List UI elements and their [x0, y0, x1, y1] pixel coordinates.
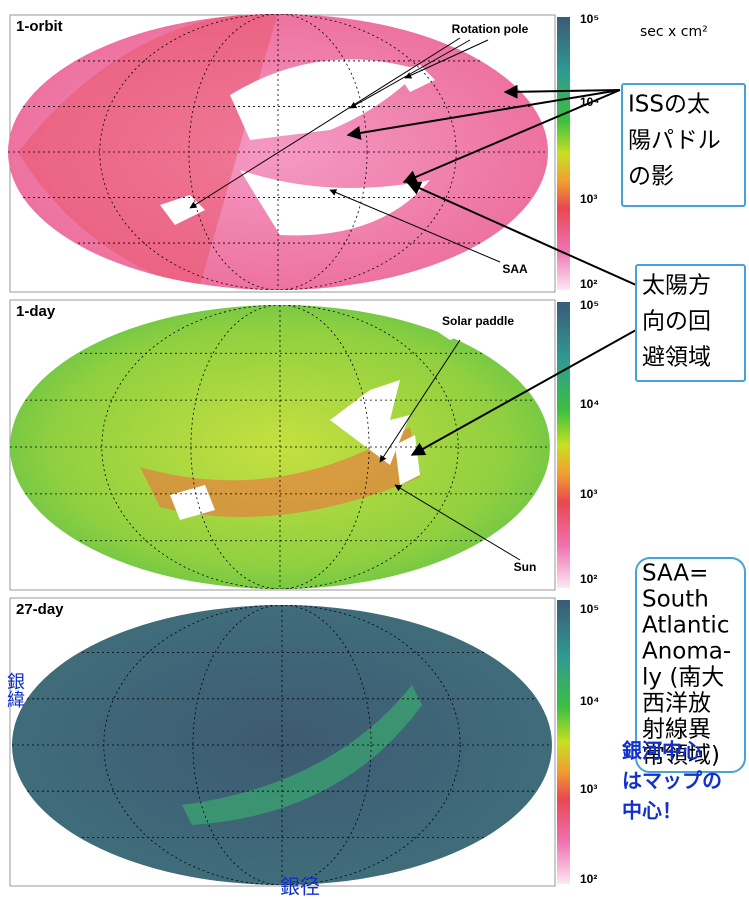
- exposure-region: [182, 685, 422, 825]
- meridian: [99, 14, 457, 290]
- map-annotation: Rotation pole: [452, 22, 529, 36]
- arrow: [406, 181, 637, 286]
- blank-region: [230, 59, 420, 141]
- map-annotation: Sun: [514, 560, 537, 574]
- callout-text: 西洋放: [642, 691, 711, 717]
- note-text: はマップの: [622, 769, 722, 793]
- callout-text: の影: [628, 164, 674, 190]
- y-axis-label: 銀緯: [4, 672, 25, 708]
- note-text: 中心！: [622, 799, 682, 823]
- arrow: [189, 37, 461, 209]
- callout-text: Atlantic: [642, 613, 729, 639]
- unit-label: sec x cm²: [640, 24, 708, 40]
- callout-text: 避領域: [642, 345, 711, 371]
- callout-text: ly (南大: [642, 665, 724, 691]
- callout-text: ISSの太: [628, 92, 710, 118]
- callout-text: 陽パドル: [628, 128, 721, 154]
- colorbar-tick-label: 10²: [580, 572, 597, 586]
- colorbar: [557, 600, 570, 884]
- exposure-region: [140, 427, 420, 517]
- meridian: [190, 305, 370, 589]
- callout-text: Anoma-: [642, 639, 731, 665]
- callout-text: SAA=: [642, 561, 708, 587]
- colorbar-tick-label: 10⁵: [580, 12, 599, 26]
- colorbar-tick-label: 10⁴: [580, 694, 599, 708]
- callout-box: [635, 264, 746, 382]
- panel-label: 1-day: [16, 303, 56, 320]
- arrow: [349, 39, 471, 109]
- callout-box: [635, 557, 746, 773]
- callout-text: 常領域): [642, 743, 720, 769]
- callout-text: 向の回: [642, 309, 711, 335]
- blank-region: [395, 65, 435, 92]
- arrow: [394, 484, 521, 561]
- blank-region: [330, 380, 410, 465]
- arrow: [329, 189, 501, 263]
- callout-text: 射線異: [642, 717, 711, 743]
- arrow: [503, 84, 621, 99]
- x-axis-label: 銀径: [280, 875, 320, 899]
- note-text: 銀河中心: [622, 739, 702, 763]
- arrow: [404, 39, 489, 79]
- colorbar-tick-label: 10²: [580, 277, 597, 291]
- panel-label: 1-orbit: [16, 18, 63, 35]
- panel-label: 27-day: [16, 601, 64, 618]
- arrow: [402, 89, 621, 184]
- colorbar-tick-label: 10³: [580, 192, 597, 206]
- callout-box: [621, 83, 746, 207]
- colorbar: [557, 17, 570, 290]
- colorbar-tick-label: 10⁴: [580, 397, 599, 411]
- map-content: [8, 14, 548, 290]
- callout-text: South: [642, 587, 709, 613]
- callout-text: 太陽方: [642, 273, 711, 299]
- meridian: [101, 305, 459, 589]
- colorbar-tick-label: 10⁵: [580, 298, 599, 312]
- map-annotation: Solar paddle: [442, 314, 514, 328]
- map-content: [12, 605, 552, 885]
- colorbar: [557, 302, 570, 588]
- colorbar-tick-label: 10³: [580, 782, 597, 796]
- map-annotation: SAA: [502, 262, 528, 276]
- arrow: [379, 339, 461, 463]
- colorbar-tick-label: 10³: [580, 487, 597, 501]
- arrow: [346, 89, 621, 140]
- colorbar-tick-label: 10²: [580, 872, 597, 886]
- arrow: [410, 324, 646, 456]
- colorbar-tick-label: 10⁵: [580, 602, 599, 616]
- blank-region: [240, 170, 430, 236]
- meridian: [192, 605, 372, 885]
